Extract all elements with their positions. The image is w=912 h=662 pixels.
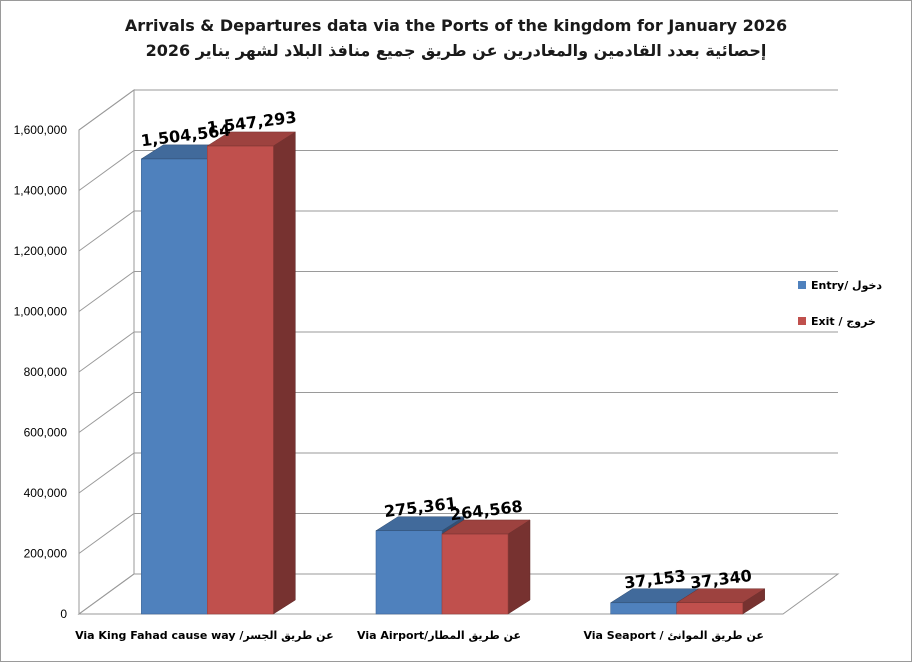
legend-label: Entry/ دخول — [811, 279, 882, 292]
x-tick-label: Via Airport/عن طريق المطار — [357, 629, 521, 642]
chart-subtitle: إحصائية بعدد القادمين والمغادرين عن طريق… — [146, 41, 767, 60]
legend: Entry/ دخول Exit / خروج — [798, 279, 882, 329]
gridline-side — [78, 392, 135, 433]
y-tick-label: 1,200,000 — [14, 244, 68, 258]
legend-swatch — [798, 281, 806, 289]
x-axis: Via King Fahad cause way /عن طريق الجسر V… — [75, 629, 764, 642]
bars-layer — [140, 131, 766, 615]
bar — [676, 602, 743, 615]
bar — [610, 602, 677, 615]
y-tick-label: 1,000,000 — [14, 305, 68, 319]
bar — [441, 533, 509, 615]
gridline-side — [78, 210, 135, 252]
y-tick-label: 600,000 — [24, 426, 68, 440]
y-tick-label: 0 — [60, 607, 67, 621]
y-tick-label: 1,600,000 — [14, 123, 68, 137]
y-tick-label: 800,000 — [24, 365, 68, 379]
y-tick-label: 400,000 — [24, 486, 68, 500]
gridline-side — [78, 89, 135, 131]
gridline-side — [78, 271, 135, 312]
x-tick-label: Via King Fahad cause way /عن طريق الجسر — [75, 629, 333, 642]
bar-top — [441, 519, 531, 535]
y-tick-label: 200,000 — [24, 547, 68, 561]
x-tick-label: Via Seaport / عن طريق الموانئ — [583, 629, 763, 642]
bar-top — [375, 516, 465, 531]
gridline-side — [78, 331, 135, 373]
gridline-side — [78, 513, 135, 554]
legend-swatch — [798, 317, 806, 325]
bar-top — [675, 588, 766, 603]
bar-top — [206, 131, 297, 147]
chart-title: Arrivals & Departures data via the Ports… — [125, 16, 787, 35]
gridline-side — [78, 452, 135, 494]
gridline-side — [78, 150, 135, 191]
gridline-side — [78, 573, 135, 615]
legend-label: Exit / خروج — [811, 315, 876, 329]
y-tick-label: 1,400,000 — [14, 184, 68, 198]
bar-side — [273, 131, 296, 615]
bar — [141, 158, 208, 615]
y-axis: 0 200,000 400,000 600,000 800,000 1,000,000 1,… — [14, 123, 68, 621]
bar-side — [507, 519, 531, 615]
bar — [375, 530, 443, 615]
bar — [207, 145, 274, 615]
